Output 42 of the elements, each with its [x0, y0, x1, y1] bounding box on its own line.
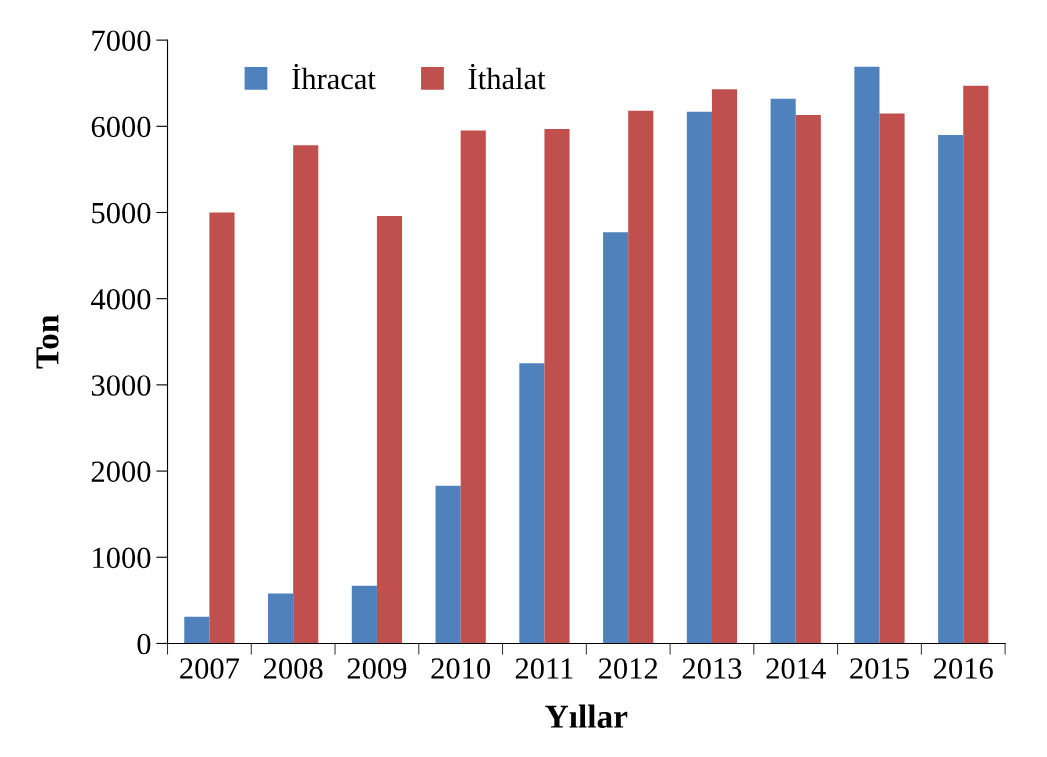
bar: [963, 85, 989, 644]
bar: [293, 145, 319, 644]
bar: [460, 130, 486, 644]
bar: [770, 98, 796, 644]
bar: [544, 128, 570, 644]
bar: [628, 110, 654, 644]
x-tick-label: 2009: [347, 658, 407, 679]
bar: [686, 111, 712, 644]
y-tick-label: 0: [137, 633, 151, 655]
x-tick-label: 2007: [180, 658, 240, 679]
x-tick-label: 2011: [515, 658, 573, 679]
legend-label: İhracat: [292, 63, 376, 90]
x-tick-label: 2016: [934, 658, 993, 679]
bar: [879, 113, 905, 644]
bar: [209, 212, 235, 644]
bar: [351, 585, 377, 644]
y-tick-label: 1000: [93, 547, 151, 569]
y-tick-label: 4000: [91, 288, 151, 310]
y-tick-label: 5000: [92, 202, 151, 224]
bar: [603, 232, 629, 644]
legend-label: İthalat: [468, 63, 546, 90]
x-tick-label: 2013: [682, 658, 742, 679]
bar: [795, 115, 821, 644]
x-tick-label: 2014: [766, 658, 826, 679]
bar: [376, 215, 403, 644]
y-axis-title: Ton: [36, 315, 59, 369]
y-tick-label: 3000: [91, 375, 151, 396]
bar: [268, 593, 294, 644]
bar: [435, 485, 461, 644]
x-tick-label: 2012: [598, 658, 658, 679]
y-tick-label: 2000: [91, 461, 151, 482]
bar: [184, 616, 210, 644]
bar: [711, 89, 738, 644]
y-tick-label: 7000: [92, 30, 151, 52]
x-tick-label: 2008: [263, 658, 323, 679]
bar: [519, 363, 545, 644]
x-tick-label: 2015: [850, 658, 909, 679]
x-tick-label: 2010: [431, 658, 491, 679]
bar: [854, 66, 880, 644]
x-axis-title: Yıllar: [545, 704, 628, 728]
bar: [938, 134, 964, 644]
y-tick-label: 6000: [91, 116, 151, 138]
